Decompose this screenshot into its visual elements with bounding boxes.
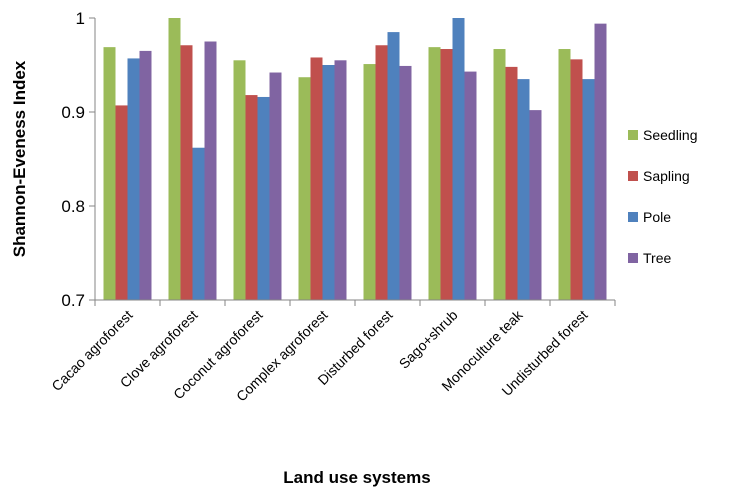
bar-sapling-2 (180, 45, 193, 301)
bar-sapling-4 (310, 57, 323, 301)
bar-seedling-2 (168, 18, 181, 300)
bar-sapling-3 (245, 95, 258, 300)
bar-tree-4 (334, 60, 347, 300)
bar-pole-2 (192, 147, 205, 300)
legend-swatch-seedling (628, 130, 638, 140)
bar-tree-3 (269, 72, 282, 301)
bar-pole-6 (452, 18, 465, 300)
bar-tree-5 (399, 65, 412, 300)
bar-seedling-3 (233, 60, 246, 300)
bar-tree-6 (464, 71, 477, 300)
bar-sapling-8 (570, 59, 583, 300)
bar-seedling-4 (298, 77, 311, 300)
y-tick-label: 1 (76, 9, 85, 28)
bar-tree-1 (139, 50, 152, 301)
legend-swatch-sapling (628, 171, 638, 181)
bar-sapling-7 (505, 66, 518, 300)
x-category-label: Sago+shrub (396, 307, 461, 372)
y-tick-label: 0.7 (61, 291, 85, 310)
y-tick-label: 0.8 (61, 197, 85, 216)
bar-pole-8 (582, 79, 595, 300)
legend-label-sapling: Sapling (643, 168, 690, 184)
legend-swatch-pole (628, 212, 638, 222)
bar-seedling-5 (363, 64, 376, 300)
bar-pole-3 (257, 96, 270, 301)
bar-pole-1 (127, 58, 140, 300)
legend: Seedling Sapling Pole Tree (628, 127, 698, 266)
bar-tree-7 (529, 110, 542, 301)
bar-pole-5 (387, 32, 400, 300)
bar-seedling-6 (428, 47, 441, 300)
y-axis-ticks: 0.7 0.8 0.9 1 (61, 9, 95, 310)
bar-sapling-5 (375, 45, 388, 301)
bar-sapling-1 (115, 105, 128, 300)
bar-sapling-6 (440, 49, 453, 300)
y-axis-title: Shannon-Eveness Index (10, 60, 29, 257)
bar-pole-4 (322, 65, 335, 300)
bar-tree-2 (204, 41, 217, 300)
legend-label-tree: Tree (643, 250, 671, 266)
bar-tree-8 (594, 23, 607, 300)
bar-pole-7 (517, 79, 530, 300)
y-tick-label: 0.9 (61, 103, 85, 122)
plot-area (103, 18, 607, 301)
legend-label-seedling: Seedling (643, 127, 698, 143)
bar-seedling-7 (493, 49, 506, 300)
legend-swatch-tree (628, 253, 638, 263)
bar-seedling-1 (103, 47, 116, 300)
bar-seedling-8 (558, 49, 571, 300)
legend-label-pole: Pole (643, 209, 671, 225)
x-axis-title: Land use systems (283, 468, 430, 487)
